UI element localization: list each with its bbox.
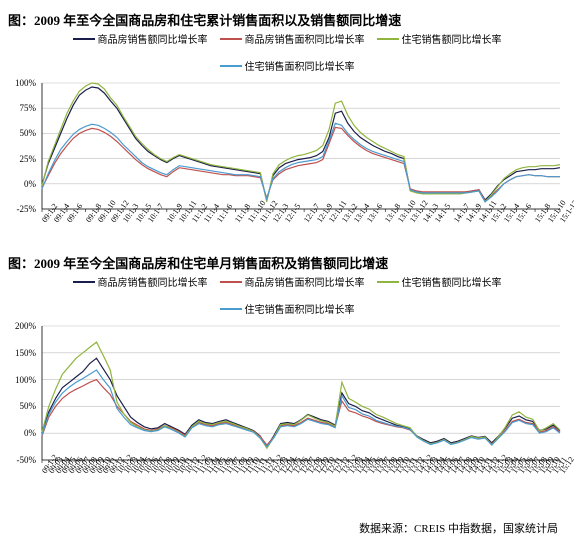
legend-item: 商品房销售面积同比增长率	[220, 31, 365, 46]
series-line	[42, 127, 560, 200]
legend-swatch	[220, 65, 242, 67]
chart1-xlabels: 09:1-209:1-409:1-609:1-809:1-1009:1-1210…	[8, 213, 566, 225]
legend-item: 住宅销售面积同比增长率	[220, 301, 355, 316]
legend-item: 商品房销售面积同比增长率	[220, 274, 365, 289]
legend-item: 住宅销售面积同比增长率	[220, 58, 355, 73]
legend-label: 商品房销售额同比增长率	[98, 274, 208, 289]
y-tick-label: 0%	[8, 428, 36, 438]
legend-label: 商品房销售面积同比增长率	[245, 31, 365, 46]
legend-swatch	[377, 281, 399, 283]
legend-label: 住宅销售面积同比增长率	[245, 58, 355, 73]
legend-swatch	[220, 281, 242, 283]
y-tick-label: 100%	[8, 375, 36, 385]
y-tick-label: 200%	[8, 321, 36, 331]
chart2-legend: 商品房销售额同比增长率 商品房销售面积同比增长率 住宅销售额同比增长率住宅销售面积同…	[8, 274, 566, 316]
legend-label: 商品房销售额同比增长率	[98, 31, 208, 46]
chart1-legend: 商品房销售额同比增长率 商品房销售面积同比增长率 住宅销售额同比增长率住宅销售面积同…	[8, 31, 566, 73]
source-line: 数据来源：CREIS 中指数据，国家统计局	[8, 520, 558, 536]
y-tick-label: 0%	[8, 179, 36, 189]
legend-swatch	[220, 38, 242, 40]
legend-swatch	[220, 308, 242, 310]
chart2-plot: -50%0%50%100%150%200%09:1-209:0309:0409:…	[8, 318, 566, 500]
y-tick-label: 50%	[8, 401, 36, 411]
legend-item: 商品房销售额同比增长率	[73, 31, 208, 46]
series-line	[42, 370, 560, 447]
y-tick-label: 25%	[8, 154, 36, 164]
legend-label: 商品房销售面积同比增长率	[245, 274, 365, 289]
y-tick-label: 75%	[8, 103, 36, 113]
legend-item: 住宅销售额同比增长率	[377, 274, 502, 289]
chart2-block: 图：2009 年至今全国商品房和住宅单月销售面积及销售额同比增速商品房销售额同比…	[8, 253, 566, 500]
y-tick-label: 150%	[8, 348, 36, 358]
series-line	[42, 123, 560, 202]
legend-item: 住宅销售额同比增长率	[377, 31, 502, 46]
y-tick-label: 100%	[8, 78, 36, 88]
chart1-title: 图：2009 年至今全国商品房和住宅累计销售面积以及销售额同比增速	[8, 10, 566, 29]
chart1-block: 图：2009 年至今全国商品房和住宅累计销售面积以及销售额同比增速商品房销售额同…	[8, 10, 566, 249]
y-tick-label: 50%	[8, 128, 36, 138]
legend-label: 住宅销售面积同比增长率	[245, 301, 355, 316]
series-line	[42, 342, 560, 448]
chart2-title: 图：2009 年至今全国商品房和住宅单月销售面积及销售额同比增速	[8, 253, 566, 272]
legend-swatch	[377, 38, 399, 40]
legend-label: 住宅销售额同比增长率	[402, 274, 502, 289]
chart2-xlabels: 09:1-209:0309:0409:0509:0609:0709:0809:0…	[8, 464, 566, 476]
legend-label: 住宅销售额同比增长率	[402, 31, 502, 46]
chart1-plot: -25%0%25%50%75%100%09:1-209:1-409:1-609:…	[8, 75, 566, 249]
legend-swatch	[73, 38, 95, 40]
legend-swatch	[73, 281, 95, 283]
legend-item: 商品房销售额同比增长率	[73, 274, 208, 289]
